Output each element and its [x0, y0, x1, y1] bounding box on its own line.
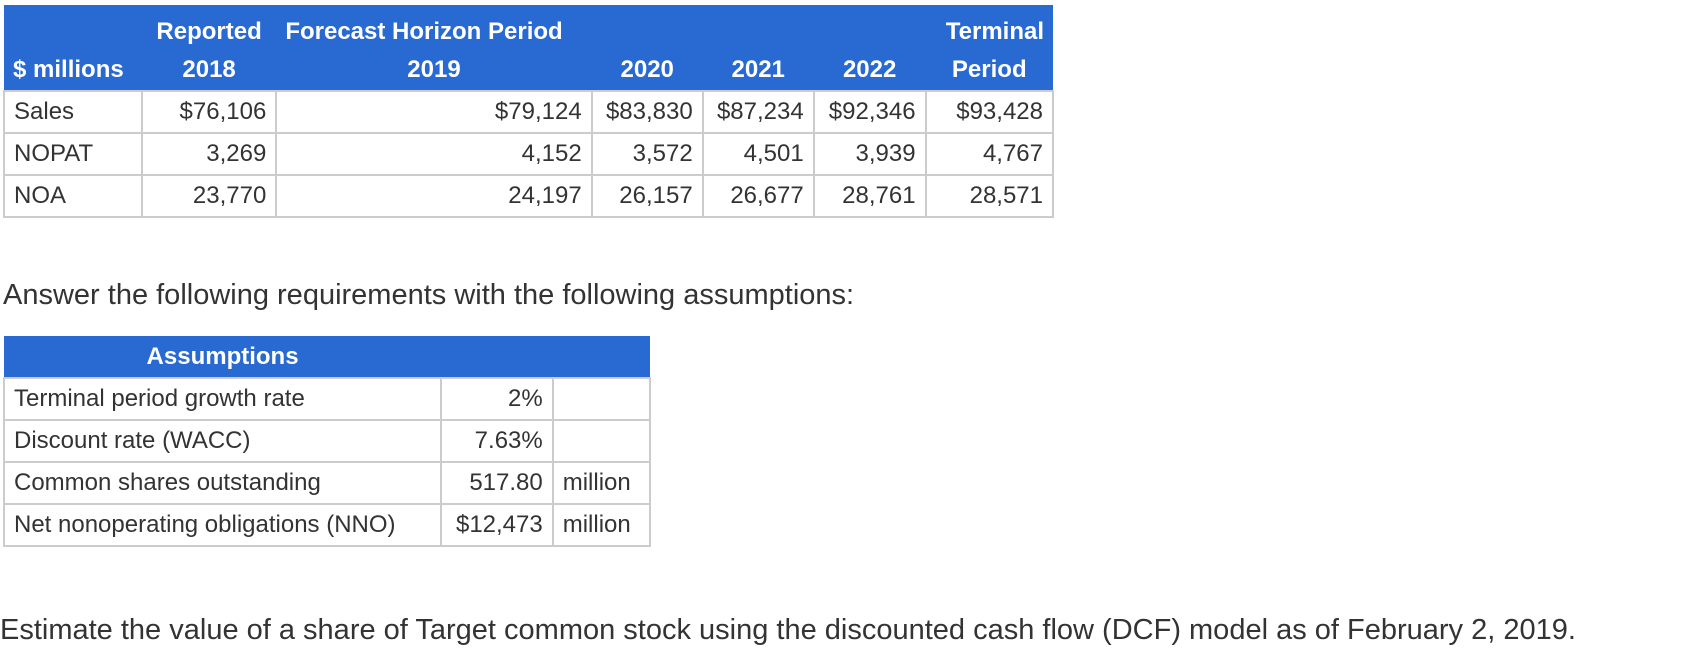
assumption-label: Discount rate (WACC): [2, 419, 443, 463]
assumption-row-wacc: Discount rate (WACC) 7.63%: [2, 419, 652, 463]
cell-2020: 3,572: [590, 132, 704, 176]
cell-2021: $87,234: [701, 90, 815, 134]
header-year-2019: 2019: [276, 50, 592, 91]
row-label: Sales: [3, 90, 143, 134]
header-blank: [813, 5, 926, 50]
forecast-header-row-1: Reported Forecast Horizon Period Termina…: [4, 5, 1053, 50]
intro-text: Answer the following requirements with t…: [3, 279, 855, 311]
assumption-label: Common shares outstanding: [2, 461, 443, 505]
header-forecast-horizon: Forecast Horizon Period: [276, 5, 592, 50]
assumption-value: 7.63%: [440, 419, 554, 463]
cell-2021: 4,501: [701, 132, 815, 176]
cell-terminal: $93,428: [924, 90, 1055, 134]
cell-2021: 26,677: [701, 174, 815, 218]
cell-2019: 24,197: [275, 174, 593, 218]
cell-2019: $79,124: [275, 90, 593, 134]
table-row-nopat: NOPAT 3,269 4,152 3,572 4,501 3,939 4,76…: [3, 132, 1055, 176]
header-period: Period: [925, 50, 1053, 91]
table-row-sales: Sales $76,106 $79,124 $83,830 $87,234 $9…: [3, 90, 1055, 134]
assumption-value: 2%: [440, 377, 554, 421]
header-blank: [591, 5, 703, 50]
header-blank: [4, 5, 142, 50]
assumptions-header-row: Assumptions: [4, 336, 650, 378]
assumption-label: Net nonoperating obligations (NNO): [2, 503, 443, 547]
row-label: NOA: [3, 174, 143, 218]
assumption-unit: [551, 419, 652, 463]
cell-2018: 23,770: [140, 174, 278, 218]
header-year-2020: 2020: [591, 50, 703, 91]
assumptions-header: Assumptions: [4, 336, 442, 378]
header-reported: Reported: [141, 5, 277, 50]
cell-2018: $76,106: [140, 90, 278, 134]
header-terminal: Terminal: [925, 5, 1053, 50]
cell-2020: 26,157: [590, 174, 704, 218]
assumptions-table: Assumptions Terminal period growth rate …: [2, 336, 652, 547]
cell-2018: 3,269: [140, 132, 278, 176]
header-units: $ millions: [4, 50, 142, 91]
assumption-value: $12,473: [440, 503, 554, 547]
assumption-row-shares: Common shares outstanding 517.80 million: [2, 461, 652, 505]
assumption-row-nno: Net nonoperating obligations (NNO) $12,4…: [2, 503, 652, 547]
forecast-header-row-2: $ millions 2018 2019 2020 2021 2022 Peri…: [4, 50, 1053, 91]
header-blank: [441, 336, 553, 378]
forecast-table: Reported Forecast Horizon Period Termina…: [3, 5, 1055, 218]
header-blank: [702, 5, 814, 50]
row-label: NOPAT: [3, 132, 143, 176]
assumption-unit: million: [551, 503, 652, 547]
cell-terminal: 28,571: [924, 174, 1055, 218]
cell-2022: 28,761: [812, 174, 927, 218]
table-row-noa: NOA 23,770 24,197 26,157 26,677 28,761 2…: [3, 174, 1055, 218]
assumption-row-growth: Terminal period growth rate 2%: [2, 377, 652, 421]
assumption-value: 517.80: [440, 461, 554, 505]
header-year-2021: 2021: [702, 50, 814, 91]
header-year-2018: 2018: [141, 50, 277, 91]
cell-2020: $83,830: [590, 90, 704, 134]
cell-terminal: 4,767: [924, 132, 1055, 176]
assumption-unit: [551, 377, 652, 421]
header-blank: [552, 336, 650, 378]
cell-2022: 3,939: [812, 132, 927, 176]
cell-2019: 4,152: [275, 132, 593, 176]
assumption-unit: million: [551, 461, 652, 505]
assumption-label: Terminal period growth rate: [2, 377, 443, 421]
cell-2022: $92,346: [812, 90, 927, 134]
header-year-2022: 2022: [813, 50, 926, 91]
question-text: Estimate the value of a share of Target …: [0, 614, 1576, 646]
